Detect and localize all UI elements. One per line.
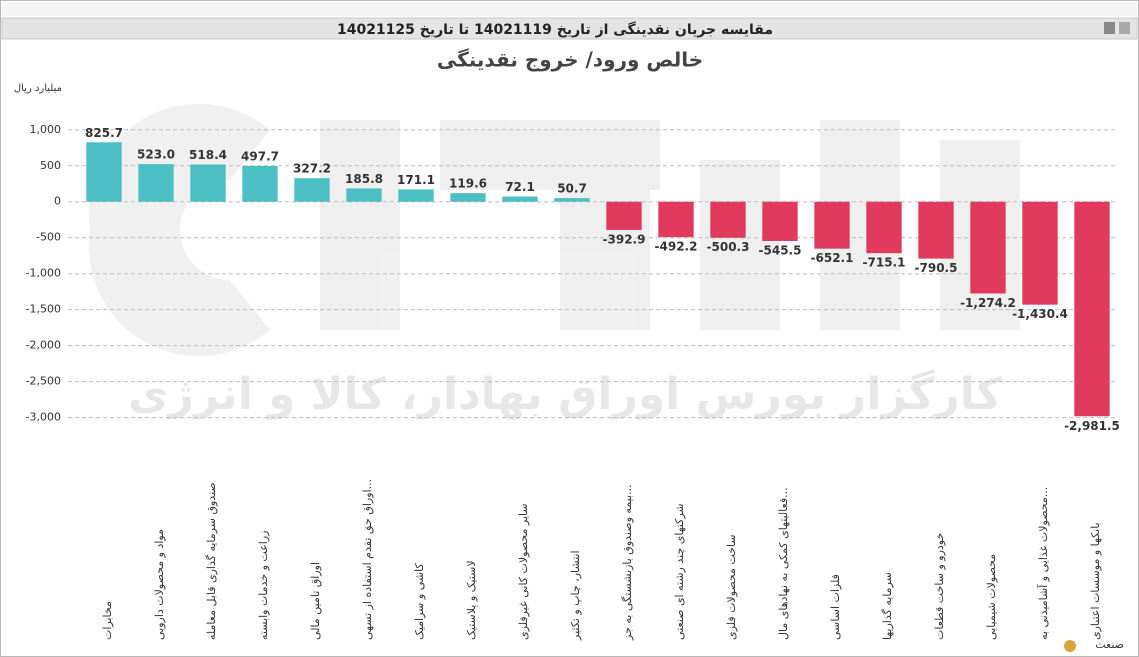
- x-tick-label: انتشار، چاپ و تکثیر: [569, 550, 582, 641]
- refresh-icon[interactable]: [1064, 640, 1076, 652]
- header-bar: [1, 17, 1138, 40]
- y-tick-label: -3,000: [26, 411, 61, 424]
- x-tick-label: مخابرات: [101, 601, 114, 640]
- bar: [814, 201, 850, 249]
- bar: [658, 201, 694, 238]
- bar: [502, 196, 538, 202]
- y-tick-label: -2,500: [26, 375, 61, 388]
- bar: [762, 201, 798, 241]
- y-tick-label: 0: [54, 195, 61, 208]
- x-tick-label: لاستیک و پلاستیک: [465, 560, 478, 640]
- x-tick-label: کاشی و سرامیک: [413, 563, 426, 640]
- bar: [398, 189, 434, 202]
- bar: [346, 188, 382, 202]
- x-tick-label: بانکها و موسسات اعتباری: [1089, 522, 1102, 640]
- save-icon[interactable]: [1104, 22, 1115, 34]
- y-tick-label: 1,000: [30, 123, 62, 136]
- x-tick-label: زراعت و خدمات وابسته: [257, 531, 270, 640]
- bar: [554, 198, 590, 202]
- x-tick-label: بیمه وصندوق بازنشستگی به جز...: [621, 484, 634, 641]
- chart-title: خالص ورود/ خروج نقدینگی: [437, 48, 703, 72]
- value-label: 185.8: [345, 172, 383, 186]
- x-tick-label: صندوق سرمایه گذاری قابل معامله: [205, 482, 218, 640]
- value-label: 518.4: [189, 148, 227, 162]
- print-icon[interactable]: [1119, 22, 1130, 34]
- value-label: 523.0: [137, 148, 175, 162]
- bar: [866, 201, 902, 254]
- value-label: 119.6: [449, 177, 487, 191]
- window-top: [2, 2, 1137, 16]
- value-label: -500.3: [707, 240, 750, 254]
- value-label: -545.5: [759, 243, 802, 257]
- y-tick-label: -1,000: [26, 267, 61, 280]
- bar: [918, 201, 954, 259]
- y-tick-label: 500: [40, 159, 61, 172]
- y-tick-label: -2,000: [26, 339, 61, 352]
- bar: [86, 142, 122, 202]
- watermark-text: کارگزار بورس اوراق بهادار، کالا و انرژی: [128, 368, 1002, 420]
- x-tick-label: سایر محصولات کانی غیرفلزی: [517, 503, 530, 640]
- x-tick-label: ساخت محصولات فلزی: [725, 534, 738, 640]
- value-label: -715.1: [863, 256, 906, 270]
- value-label: -1,430.4: [1012, 307, 1068, 321]
- value-label: -492.2: [655, 240, 698, 254]
- x-tick-label: مواد و محصولات دارویی: [153, 529, 166, 640]
- value-label: -1,274.2: [960, 296, 1016, 310]
- bar: [1074, 201, 1110, 417]
- value-label: 50.7: [557, 182, 587, 196]
- value-label: 171.1: [397, 173, 435, 187]
- window-title: مقایسه جریان نقدینگی از تاریخ 14021119 ت…: [337, 21, 773, 38]
- bar: [606, 201, 642, 231]
- x-tick-label: اوراق تامین مالی: [309, 562, 322, 640]
- bar: [138, 164, 174, 202]
- bar: [1022, 201, 1058, 305]
- value-label: 825.7: [85, 126, 123, 140]
- value-label: 327.2: [293, 162, 331, 176]
- value-label: -2,981.5: [1064, 419, 1120, 433]
- bar: [242, 165, 278, 202]
- x-axis-label: صنعت: [1095, 638, 1124, 651]
- value-label: -652.1: [811, 251, 854, 265]
- x-tick-label: فعالیتهای کمکی به نهادهای مال...: [777, 487, 790, 640]
- bar: [190, 164, 226, 202]
- value-label: 497.7: [241, 149, 279, 163]
- bar: [970, 201, 1006, 294]
- value-label: -790.5: [915, 261, 958, 275]
- x-tick-label: سرمایه گذاریها: [881, 572, 894, 640]
- bar: [450, 193, 486, 202]
- x-tick-label: خودرو و ساخت قطعات: [933, 533, 946, 640]
- y-tick-label: -1,500: [26, 303, 61, 316]
- x-tick-label: فلزات اساسی: [829, 574, 842, 640]
- y-tick-label: -500: [36, 231, 61, 244]
- bar: [710, 201, 746, 238]
- x-tick-label: محصولات شیمیایی: [985, 554, 998, 640]
- value-label: -392.9: [603, 233, 646, 247]
- x-tick-label: محصولات غذایی و آشامیدنی به...: [1036, 487, 1050, 640]
- x-tick-label: شرکتهای چند رشته ای صنعتی: [673, 503, 686, 640]
- bar: [294, 178, 330, 202]
- x-tick-label: اوراق حق تقدم استفاده از تسهی...: [361, 479, 375, 640]
- value-label: 72.1: [505, 180, 535, 194]
- y-axis-label: میلیارد ریال: [14, 83, 62, 94]
